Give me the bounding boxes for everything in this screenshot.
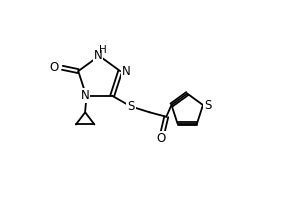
Text: S: S [204, 99, 212, 112]
Text: N: N [94, 49, 103, 62]
Text: S: S [127, 100, 135, 113]
Text: O: O [50, 61, 59, 74]
Text: O: O [156, 132, 165, 145]
Text: N: N [122, 65, 131, 78]
Text: N: N [81, 89, 89, 102]
Text: H: H [99, 45, 107, 55]
